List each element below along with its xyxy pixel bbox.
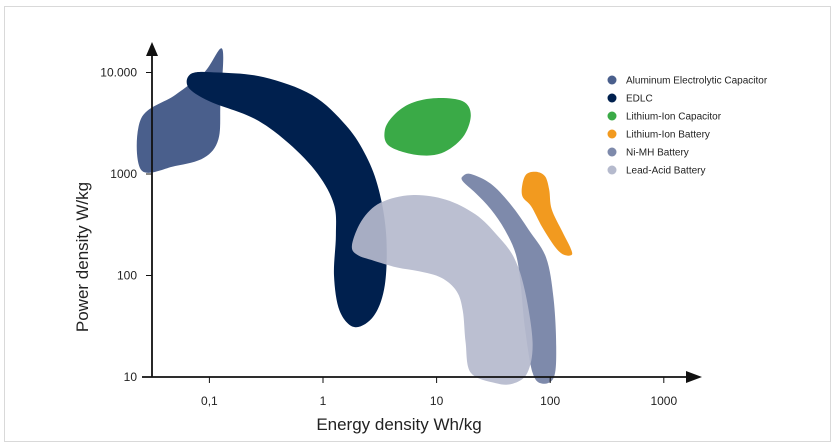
y-tick-label: 10 [124, 370, 138, 384]
legend-label: Lithium-Ion Capacitor [626, 112, 722, 123]
x-tick-label: 0,1 [201, 394, 218, 408]
y-tick-label: 10.000 [100, 66, 137, 80]
series-shapes [136, 48, 573, 385]
y-tick-label: 1000 [110, 167, 137, 181]
x-tick-label: 10 [430, 394, 444, 408]
y-tick-label: 100 [117, 269, 137, 283]
legend: Aluminum Electrolytic Capacitor EDLC Lithi… [607, 75, 768, 177]
x-tick-label: 1000 [650, 394, 677, 408]
series-aluminum-electrolytic-capacitor-area [136, 48, 224, 173]
legend-swatch [607, 147, 617, 157]
legend-label: Lithium-Ion Battery [626, 130, 710, 141]
legend-label: Aluminum Electrolytic Capacitor [626, 76, 768, 87]
legend-swatch [607, 165, 617, 175]
x-ticks: 0,1 1 10 100 1000 [201, 377, 677, 408]
x-axis-title: Energy density Wh/kg [316, 415, 481, 434]
legend-label: Ni-MH Battery [626, 148, 689, 159]
series-lead-acid-battery-area [351, 194, 533, 385]
legend-swatch [607, 111, 617, 121]
series-lithium-ion-capacitor-area [384, 98, 471, 156]
legend-swatch [607, 75, 617, 85]
legend-label: Lead-Acid Battery [626, 166, 706, 177]
x-tick-label: 1 [320, 394, 327, 408]
legend-swatch [607, 129, 617, 139]
axes [142, 42, 702, 383]
x-tick-label: 100 [540, 394, 560, 408]
series-ni-mh-battery-area [461, 173, 557, 384]
legend-label: EDLC [626, 94, 653, 105]
legend-swatch [607, 93, 617, 103]
y-axis-arrow [146, 42, 158, 56]
x-axis-arrow [686, 371, 702, 383]
series-edlc-area [186, 71, 387, 328]
y-axis-title: Power density W/kg [73, 182, 92, 332]
series-lithium-ion-battery-area [521, 171, 573, 256]
y-ticks: 10 100 1000 10.000 [100, 66, 152, 384]
